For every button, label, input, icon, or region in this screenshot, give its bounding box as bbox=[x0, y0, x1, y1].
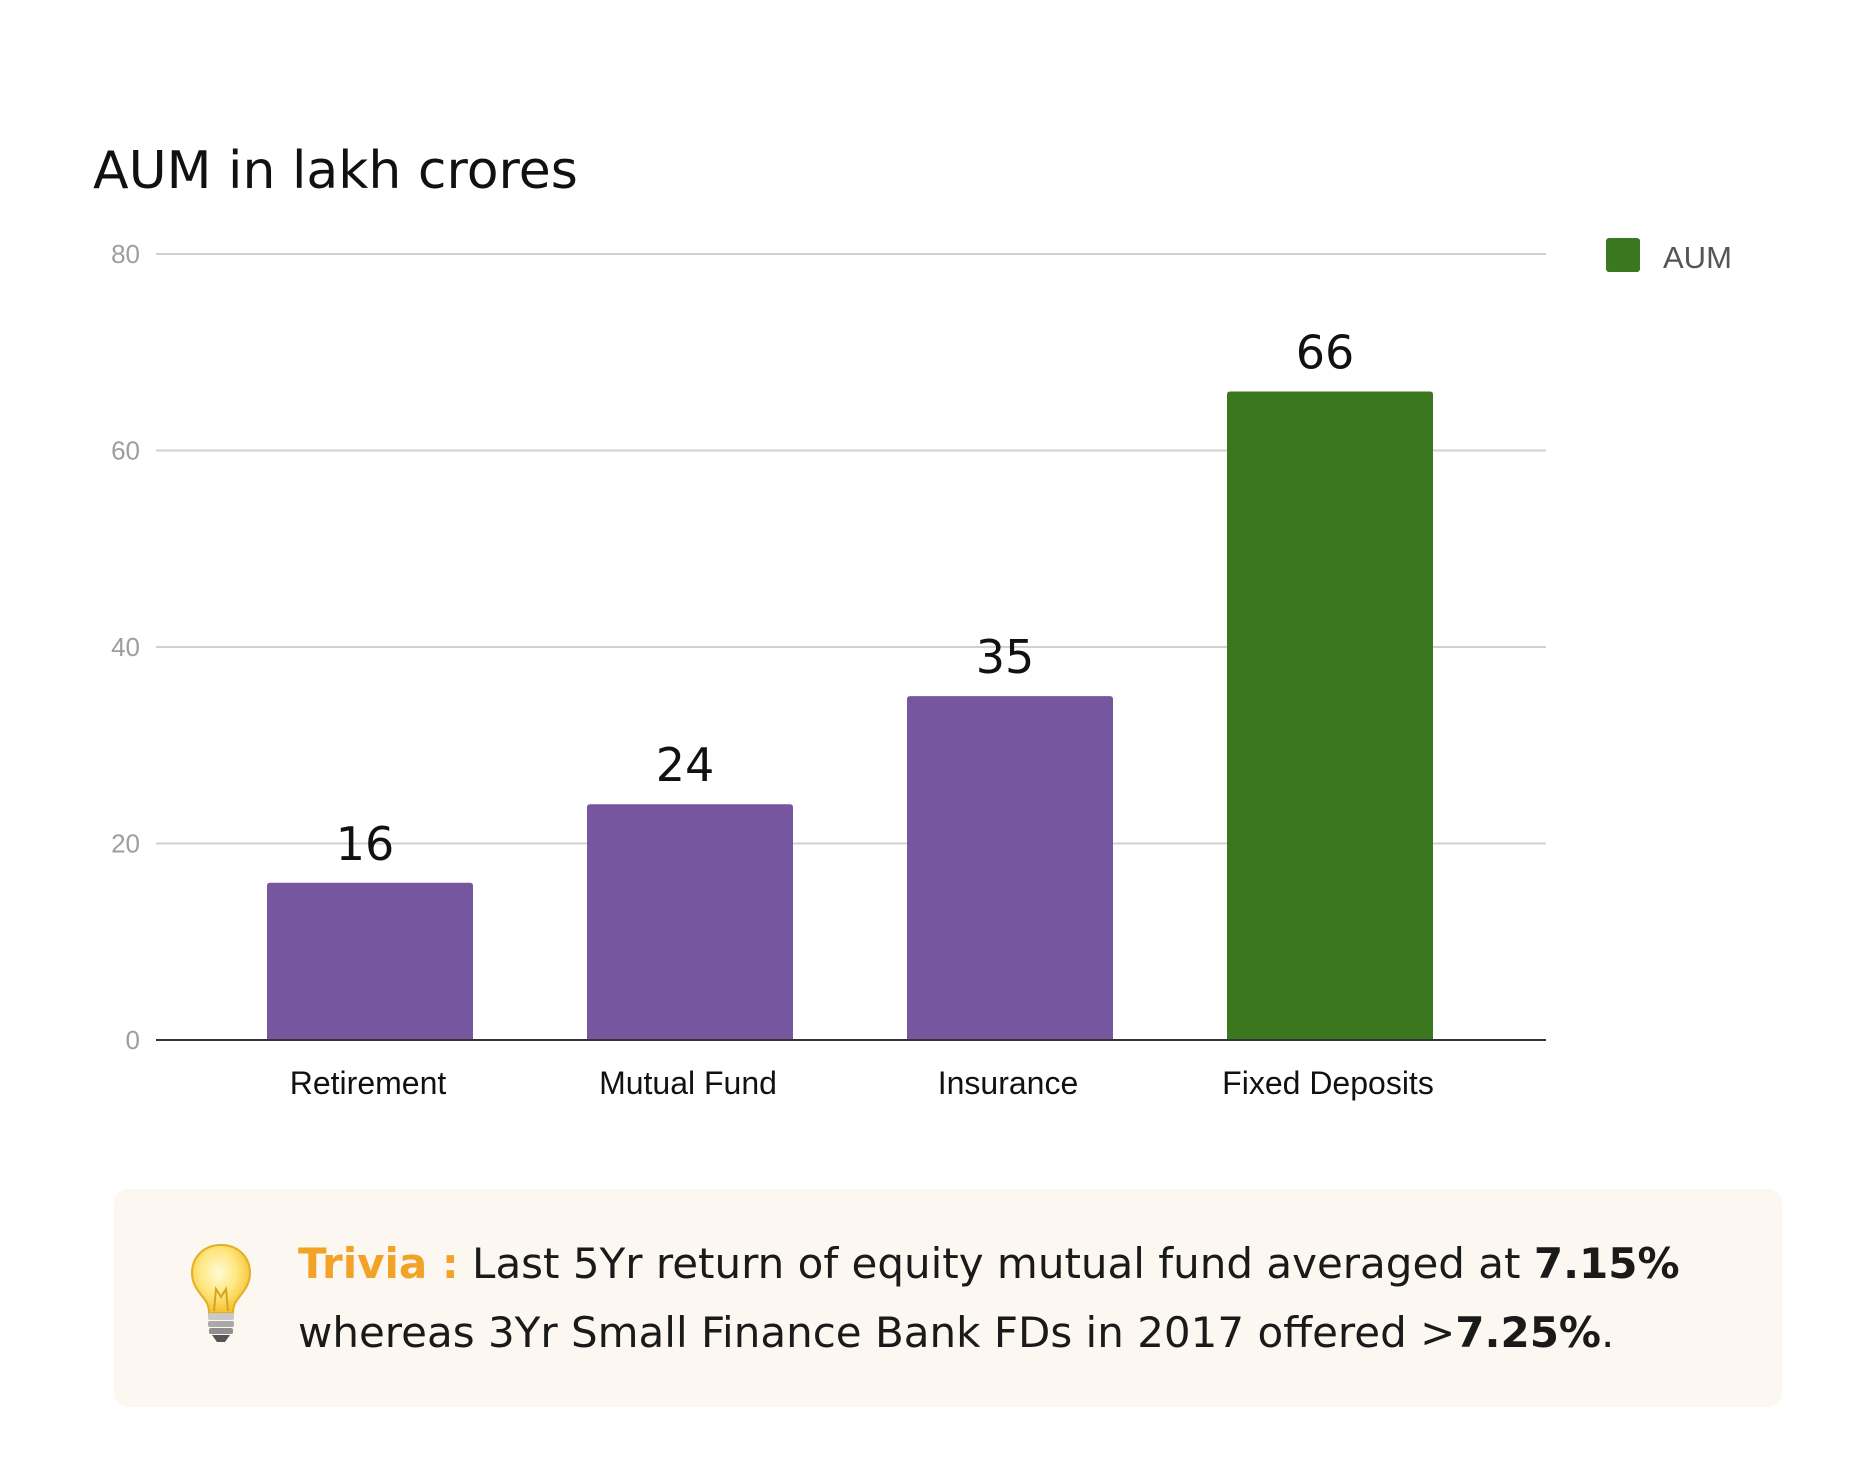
data-label: 66 bbox=[1296, 326, 1355, 380]
category-label: Mutual Fund bbox=[599, 1065, 777, 1101]
data-labels: 16 24 35 66 bbox=[336, 326, 1355, 871]
category-label: Fixed Deposits bbox=[1222, 1065, 1434, 1101]
trivia-fd-rate-value: 7.25% bbox=[1455, 1308, 1602, 1357]
trivia-mf-return-value: 7.15% bbox=[1533, 1239, 1680, 1288]
chart-title: AUM in lakh crores bbox=[93, 141, 578, 201]
y-tick-label: 80 bbox=[111, 239, 140, 269]
trivia-box: Trivia : Last 5Yr return of equity mutua… bbox=[114, 1189, 1782, 1407]
y-tick-label: 40 bbox=[111, 632, 140, 662]
trivia-text-part-1: Last 5Yr return of equity mutual fund av… bbox=[458, 1239, 1534, 1288]
bar bbox=[1227, 391, 1433, 1040]
trivia-text-part-2: whereas 3Yr Small Finance Bank FDs in 20… bbox=[298, 1308, 1456, 1357]
legend-label: AUM bbox=[1663, 240, 1732, 275]
legend-swatch bbox=[1606, 238, 1640, 272]
bar-chart: AUM in lakh crores 0 20 40 60 80 16 24 35 66 Re… bbox=[93, 141, 1732, 1101]
data-label: 35 bbox=[976, 630, 1035, 684]
y-tick-label: 60 bbox=[111, 436, 140, 466]
lightbulb-icon bbox=[190, 1243, 252, 1342]
bar bbox=[907, 696, 1113, 1040]
data-label: 16 bbox=[336, 817, 395, 871]
bars bbox=[267, 391, 1433, 1040]
bar bbox=[587, 804, 793, 1040]
y-tick-label: 0 bbox=[126, 1025, 140, 1055]
trivia-label: Trivia : bbox=[298, 1239, 459, 1288]
trivia-text-part-3: . bbox=[1601, 1308, 1615, 1357]
data-label: 24 bbox=[656, 738, 715, 792]
category-label: Retirement bbox=[290, 1065, 447, 1101]
y-axis-ticks: 0 20 40 60 80 bbox=[111, 239, 140, 1055]
bar bbox=[267, 882, 473, 1040]
y-tick-label: 20 bbox=[111, 829, 140, 859]
x-axis-categories: Retirement Mutual Fund Insurance Fixed Depo… bbox=[290, 1065, 1434, 1101]
legend: AUM bbox=[1606, 238, 1732, 275]
trivia-text: Trivia : Last 5Yr return of equity mutua… bbox=[298, 1229, 1758, 1367]
category-label: Insurance bbox=[938, 1065, 1079, 1101]
